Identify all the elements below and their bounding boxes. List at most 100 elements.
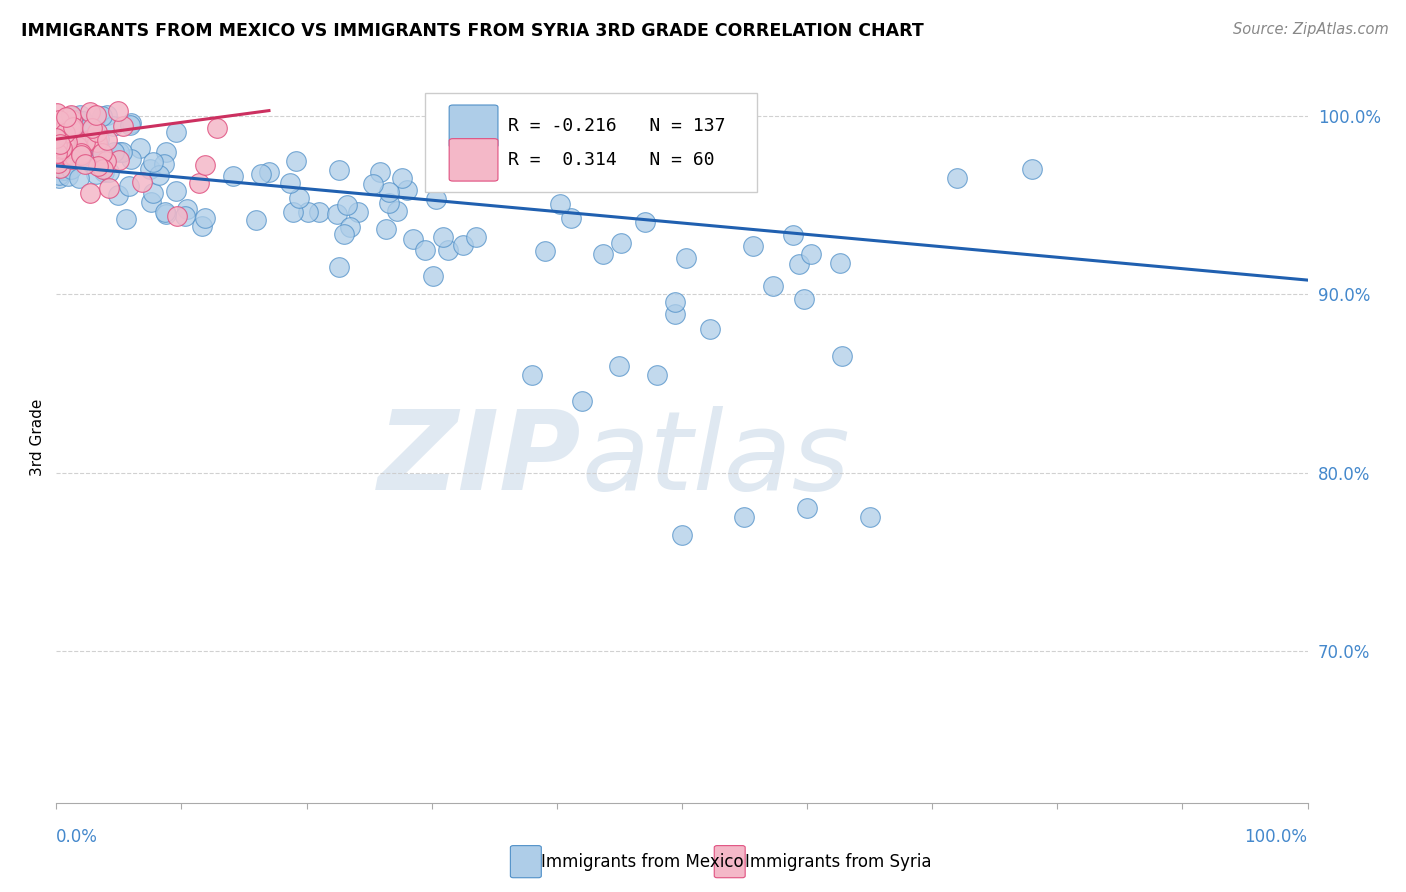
Text: ZIP: ZIP xyxy=(378,406,582,513)
Point xyxy=(89,142,111,156)
Point xyxy=(173,209,195,223)
Point xyxy=(70,150,93,164)
Text: IMMIGRANTS FROM MEXICO VS IMMIGRANTS FROM SYRIA 3RD GRADE CORRELATION CHART: IMMIGRANTS FROM MEXICO VS IMMIGRANTS FRO… xyxy=(21,22,924,40)
Point xyxy=(155,145,177,159)
Point xyxy=(120,152,142,166)
FancyBboxPatch shape xyxy=(449,138,498,181)
Point xyxy=(84,167,107,181)
Point xyxy=(80,120,103,135)
Point xyxy=(257,165,280,179)
Point xyxy=(782,227,804,242)
Point xyxy=(671,528,693,542)
Text: R =  0.314   N = 60: R = 0.314 N = 60 xyxy=(508,151,714,169)
Point xyxy=(107,104,129,119)
Point xyxy=(51,115,73,129)
Point xyxy=(762,278,785,293)
Point xyxy=(609,359,631,373)
Point xyxy=(422,268,444,283)
Point xyxy=(65,119,87,133)
Point xyxy=(281,204,304,219)
Point xyxy=(59,120,82,135)
Point xyxy=(91,110,114,124)
Point xyxy=(139,162,162,177)
Point xyxy=(63,140,86,154)
Point xyxy=(464,230,486,244)
Point xyxy=(84,108,107,122)
Point xyxy=(79,105,101,120)
Point xyxy=(278,176,301,190)
Point xyxy=(96,153,118,168)
Point xyxy=(336,198,359,212)
Point xyxy=(52,136,75,151)
Point xyxy=(48,145,70,160)
Point xyxy=(49,161,72,175)
Text: Immigrants from Mexico: Immigrants from Mexico xyxy=(541,853,744,871)
Point xyxy=(62,120,84,135)
Point xyxy=(120,116,142,130)
Point xyxy=(288,192,311,206)
Point xyxy=(70,148,93,162)
Point xyxy=(52,162,75,177)
Point xyxy=(63,125,86,139)
Point xyxy=(59,120,82,134)
Point xyxy=(520,368,543,382)
Point xyxy=(742,238,765,252)
Point xyxy=(858,510,880,524)
Point xyxy=(46,116,69,130)
Point xyxy=(391,171,413,186)
Point xyxy=(107,145,129,159)
Point xyxy=(402,231,425,245)
Point xyxy=(645,368,668,382)
Point xyxy=(45,115,67,129)
Point xyxy=(153,156,176,170)
Point xyxy=(51,143,73,157)
Point xyxy=(49,142,72,156)
Point xyxy=(49,161,72,175)
Point xyxy=(53,136,76,150)
Point xyxy=(285,153,308,168)
Point xyxy=(437,243,460,257)
Point xyxy=(45,130,67,145)
Point xyxy=(62,148,84,162)
Point xyxy=(46,132,69,146)
Point xyxy=(55,151,77,165)
Point xyxy=(46,122,69,136)
Point xyxy=(91,162,114,177)
Point xyxy=(1021,162,1043,177)
Text: 0.0%: 0.0% xyxy=(56,828,98,846)
Point xyxy=(800,247,823,261)
Point xyxy=(73,135,96,149)
Point xyxy=(55,110,77,124)
Point xyxy=(48,156,70,170)
Point xyxy=(49,119,72,133)
Point xyxy=(56,141,79,155)
Point xyxy=(571,394,593,409)
Point xyxy=(60,109,83,123)
Point xyxy=(166,209,188,223)
Point xyxy=(46,146,69,161)
Point xyxy=(48,115,70,129)
Point xyxy=(48,146,70,161)
Point xyxy=(245,213,267,227)
Point xyxy=(194,159,217,173)
Point xyxy=(120,118,142,132)
Point xyxy=(67,170,90,185)
Point xyxy=(62,117,84,131)
Point xyxy=(141,194,163,209)
Point xyxy=(65,128,87,142)
Point xyxy=(610,235,633,250)
Point xyxy=(328,162,350,177)
Point xyxy=(534,244,557,258)
Point xyxy=(48,168,70,182)
Point xyxy=(370,165,392,179)
Point xyxy=(79,124,101,138)
Point xyxy=(142,186,165,201)
Point xyxy=(734,510,756,524)
Point xyxy=(60,152,83,166)
Point xyxy=(70,145,93,160)
Point xyxy=(59,161,82,176)
Point xyxy=(385,203,408,218)
Text: Source: ZipAtlas.com: Source: ZipAtlas.com xyxy=(1233,22,1389,37)
Point xyxy=(62,123,84,137)
Point xyxy=(60,108,83,122)
